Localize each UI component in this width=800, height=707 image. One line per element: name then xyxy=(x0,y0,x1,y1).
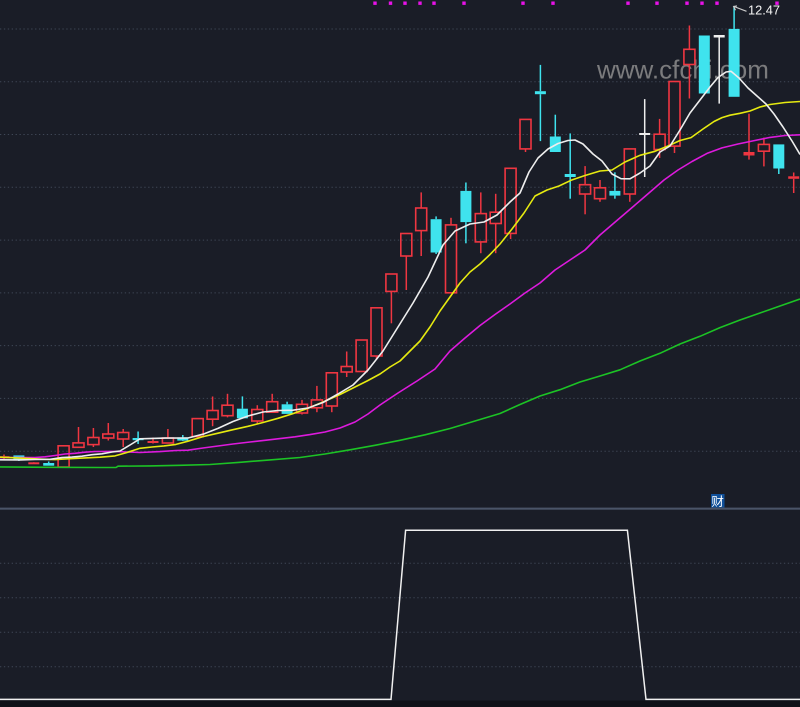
svg-text:12.47: 12.47 xyxy=(748,3,780,18)
svg-text:www.cfchi.com: www.cfchi.com xyxy=(596,55,769,85)
svg-text:财: 财 xyxy=(711,495,724,509)
